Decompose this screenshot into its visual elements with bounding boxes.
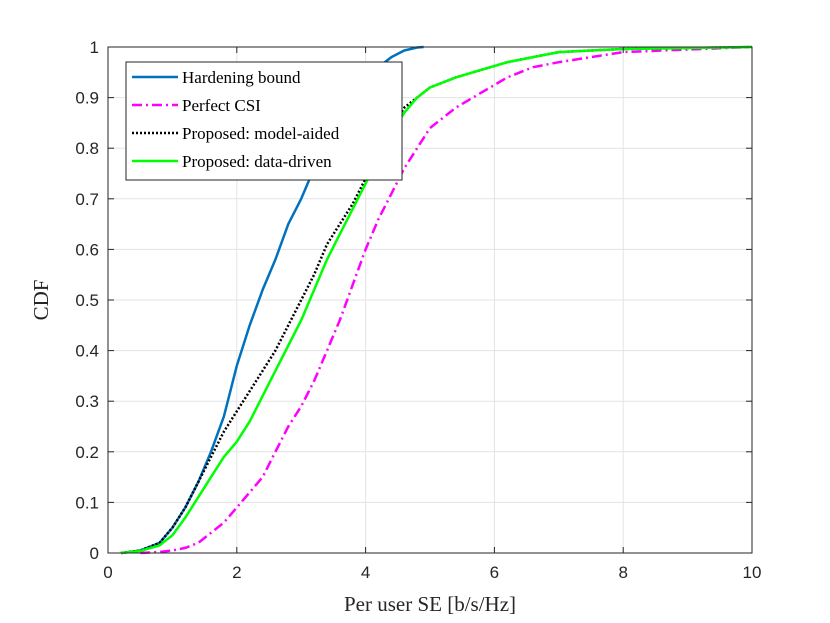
x-tick-label: 2 — [232, 563, 241, 582]
legend-label-4: Proposed: data-driven — [182, 152, 332, 171]
y-tick-label: 0.1 — [75, 493, 99, 512]
x-tick-label: 10 — [743, 563, 762, 582]
y-tick-label: 0.3 — [75, 392, 99, 411]
y-tick-label: 0.5 — [75, 291, 99, 310]
y-tick-label: 0.2 — [75, 443, 99, 462]
y-tick-label: 0.4 — [75, 342, 99, 361]
series-line-2 — [140, 45, 753, 555]
y-tick-label: 0.6 — [75, 240, 99, 259]
x-axis-label: Per user SE [b/s/Hz] — [344, 592, 516, 616]
series-line-4 — [120, 45, 753, 555]
axis-ticks: 0 2 4 6 8 10 0 0.1 0.2 0.3 0.4 0.5 0.6 0.7 0.8 0.9 1 — [75, 38, 761, 582]
x-tick-label: 4 — [361, 563, 370, 582]
y-tick-label: 1 — [90, 38, 99, 57]
legend: Hardening bound Perfect CSI Proposed: mode… — [125, 61, 403, 181]
y-axis-label: CDF — [29, 280, 53, 321]
y-tick-label: 0.7 — [75, 190, 99, 209]
y-tick-label: 0.8 — [75, 139, 99, 158]
legend-label-3: Proposed: model-aided — [182, 124, 340, 143]
y-tick-label: 0 — [90, 544, 99, 563]
legend-label-1: Hardening bound — [182, 68, 301, 87]
x-tick-label: 0 — [103, 563, 112, 582]
x-tick-label: 8 — [618, 563, 627, 582]
legend-label-2: Perfect CSI — [182, 96, 261, 115]
y-tick-label: 0.9 — [75, 89, 99, 108]
x-tick-label: 6 — [490, 563, 499, 582]
